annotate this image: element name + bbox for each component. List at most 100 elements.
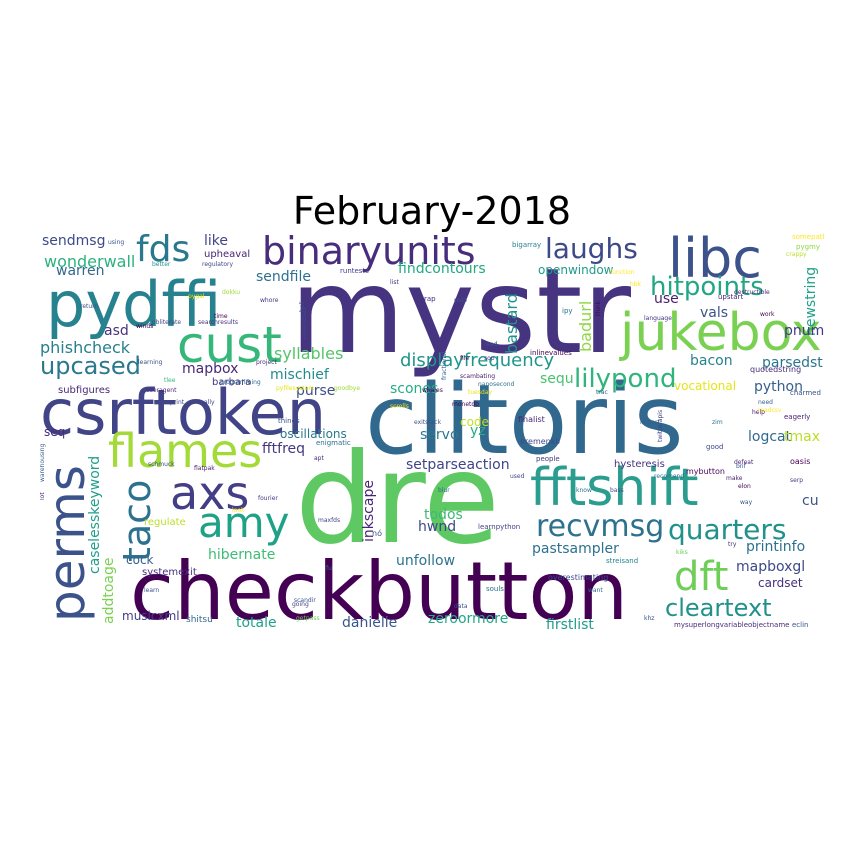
word: firstlist [546, 617, 594, 632]
word: time [214, 313, 228, 320]
word: project [256, 359, 277, 366]
word: cock [126, 553, 154, 567]
word: zim [712, 419, 723, 426]
word: mapboxgl [736, 559, 806, 575]
word: mybutton [686, 467, 725, 476]
word: somepath [792, 233, 824, 241]
word: displayfrequency [400, 350, 555, 371]
word: oscillations [280, 427, 347, 441]
word: rap [424, 295, 436, 303]
word: make [726, 475, 743, 482]
word: danielle [342, 615, 398, 631]
word: totale [236, 615, 277, 631]
word: amy [198, 498, 290, 547]
word: axs [170, 466, 250, 520]
word: servo [420, 427, 459, 443]
word: eclin [792, 621, 809, 629]
word: whore [260, 297, 279, 304]
word: good [706, 443, 724, 451]
word: hbk [630, 281, 642, 288]
word: cleartext [665, 594, 772, 622]
word: perms [40, 465, 96, 622]
word: warren [56, 263, 105, 279]
word: trac [596, 389, 608, 396]
word: serp [790, 477, 804, 484]
word: getpass [296, 615, 320, 622]
word: mystr [290, 242, 632, 380]
word: nó [372, 529, 382, 538]
word: tmax [784, 429, 820, 445]
word: quarters [668, 513, 787, 546]
word: whales [422, 387, 443, 394]
word: tlee [164, 377, 176, 384]
word: useragent [146, 387, 177, 394]
word: parsedstring [762, 355, 824, 371]
word: upstart [718, 293, 744, 301]
word: yz [470, 423, 486, 439]
word: things [278, 417, 300, 425]
word: charmed [790, 389, 821, 397]
word: regulate [144, 517, 186, 528]
word: crappy [786, 251, 807, 258]
word: people [536, 455, 560, 463]
word: syllables [274, 344, 344, 363]
word: logcat [748, 429, 792, 445]
word: read [484, 341, 498, 348]
word: runtests [340, 267, 369, 275]
word: musicxml [122, 609, 180, 623]
word: sendfile [256, 269, 311, 285]
word: lilypond [574, 364, 677, 394]
word: todos [424, 507, 463, 523]
word: learn [144, 587, 160, 594]
word: clitoris [365, 364, 684, 476]
cloud-title: February-2018 [292, 189, 572, 233]
word: better [152, 261, 171, 268]
word: print [170, 399, 185, 406]
word: destructible [734, 289, 770, 296]
word: flatpak [194, 465, 215, 472]
word: obliterate [152, 319, 182, 326]
word: vocational [674, 379, 737, 393]
word: elon [738, 483, 751, 490]
word: scones [390, 381, 439, 397]
word: really [198, 399, 215, 406]
word: ensembles [301, 307, 308, 340]
word: purse [296, 383, 336, 399]
word: pyfilesystem [276, 385, 315, 392]
word: upcased [40, 352, 141, 380]
word: import [640, 419, 660, 426]
word: scambating [460, 373, 496, 380]
word: used [510, 473, 525, 480]
word: shitsu [186, 615, 213, 625]
word: recomend [654, 473, 685, 480]
word: kiks [676, 549, 688, 556]
word: dft [674, 554, 729, 600]
word: eagerly [784, 413, 811, 421]
word: laughs [545, 232, 638, 265]
word: cust [177, 316, 282, 374]
word: eremenko [520, 437, 560, 446]
word: souls [486, 585, 504, 593]
word: pastsampler [532, 541, 619, 557]
word: mischief [270, 367, 329, 383]
word: code [460, 415, 489, 429]
word: use [654, 291, 679, 307]
word: flames [108, 424, 263, 478]
word: overestimating [548, 573, 609, 582]
word: like [204, 233, 229, 249]
word: tuesday [468, 389, 493, 396]
word: maxfds [318, 517, 341, 524]
word: look [232, 507, 245, 514]
word: data [454, 603, 468, 610]
word: subfigures [58, 385, 111, 396]
word: dre [295, 427, 500, 572]
word: mapbox [182, 361, 239, 377]
word: resp [454, 297, 467, 304]
word: csrftoken [40, 376, 326, 449]
word: upheaval [204, 249, 251, 260]
word: pydffi [46, 268, 222, 341]
word: fftshift [530, 458, 699, 518]
word: setparseaction [406, 457, 510, 473]
word: zeroormore [428, 611, 509, 627]
word: function [610, 269, 635, 276]
